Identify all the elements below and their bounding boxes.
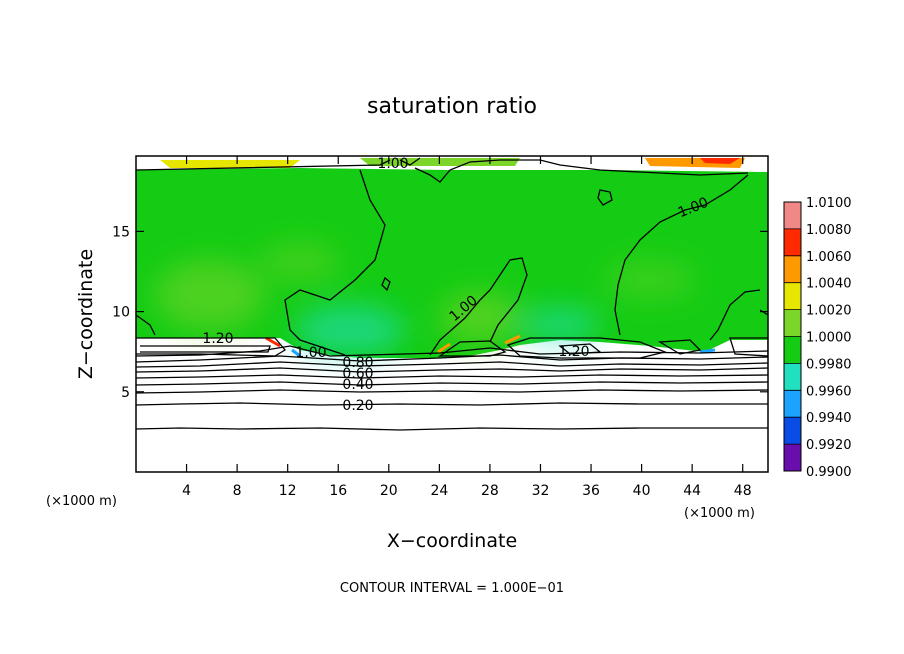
colorbar-label: 1.0020	[806, 304, 852, 319]
x-tick-label: 28	[481, 483, 499, 499]
contour-label: 0.80	[342, 355, 373, 371]
colorbar-swatch	[784, 282, 801, 310]
contour-label: 1.00	[295, 345, 326, 361]
x-unit-label: (×1000 m)	[684, 506, 755, 521]
colorbar-label: 0.9980	[806, 357, 852, 372]
colorbar-label: 0.9960	[806, 384, 852, 399]
x-tick-label: 12	[279, 483, 297, 499]
saturated-field	[136, 168, 768, 358]
contour-label: 0.40	[342, 377, 373, 393]
colorbar-swatch	[784, 390, 801, 418]
y-axis-label: Z−coordinate	[75, 249, 97, 379]
colorbar-label: 0.9940	[806, 411, 852, 426]
y-tick-label: 15	[112, 224, 130, 240]
colorbar-swatch	[784, 363, 801, 391]
contour-lines	[136, 157, 768, 431]
colorbar-label: 1.0100	[806, 196, 852, 211]
cloud-edge-cyan	[291, 348, 716, 358]
field-texture	[155, 242, 695, 355]
x-axis-label: X−coordinate	[387, 530, 517, 552]
cloud-edge-orange	[437, 334, 521, 354]
plot-frame	[135, 155, 769, 473]
y-axis: 5 10 15	[112, 224, 768, 401]
colorbar-swatch	[784, 202, 801, 229]
x-tick-label: 24	[430, 483, 448, 499]
cloud-edge-red	[265, 336, 281, 348]
plot-area: 1.00 1.00 1.00 1.20 1.20 1.00 0.80 0.60 …	[136, 156, 768, 472]
x-tick-label: 32	[532, 483, 550, 499]
top-left-band	[160, 160, 300, 168]
colorbar-label: 1.0060	[806, 250, 852, 265]
colorbar-swatch	[784, 309, 801, 337]
contour-label: 0.60	[342, 366, 373, 382]
x-axis: 4 8 12 16 20 24 28 32 36 40 44 48	[182, 156, 752, 499]
contour-label: 1.20	[558, 344, 589, 360]
colorbar-label: 0.9900	[806, 465, 852, 480]
colorbar-swatch	[784, 417, 801, 445]
contour-interval-footer: CONTOUR INTERVAL = 1.000E−01	[340, 581, 564, 596]
colorbar-swatch	[784, 336, 801, 364]
colorbar: 0.9900 0.9920 0.9940 0.9960 0.9980 1.0000 1.00…	[783, 196, 852, 480]
colorbar-swatch	[784, 444, 801, 471]
x-tick-label: 48	[734, 483, 752, 499]
y-tick-label: 10	[112, 305, 130, 321]
colorbar-label: 0.9920	[806, 438, 852, 453]
x-tick-label: 4	[182, 483, 191, 499]
x-tick-label: 40	[633, 483, 651, 499]
colorbar-swatch	[784, 255, 801, 283]
top-red-spot	[700, 158, 740, 164]
colorbar-label: 1.0080	[806, 223, 852, 238]
x-tick-label: 8	[233, 483, 242, 499]
contour-label: 0.20	[342, 398, 373, 414]
colorbar-label: 1.0000	[806, 331, 852, 346]
x-tick-label: 36	[582, 483, 600, 499]
y-unit-label: (×1000 m)	[46, 494, 117, 509]
chart-title: saturation ratio	[367, 94, 537, 119]
colorbar-swatch	[784, 228, 801, 256]
y-tick-label: 5	[121, 385, 130, 401]
contour-label: 1.00	[377, 156, 408, 172]
colorbar-label: 1.0040	[806, 277, 852, 292]
x-tick-label: 16	[329, 483, 347, 499]
contour-label: 1.20	[202, 331, 233, 347]
x-tick-label: 20	[380, 483, 398, 499]
x-tick-label: 44	[683, 483, 701, 499]
